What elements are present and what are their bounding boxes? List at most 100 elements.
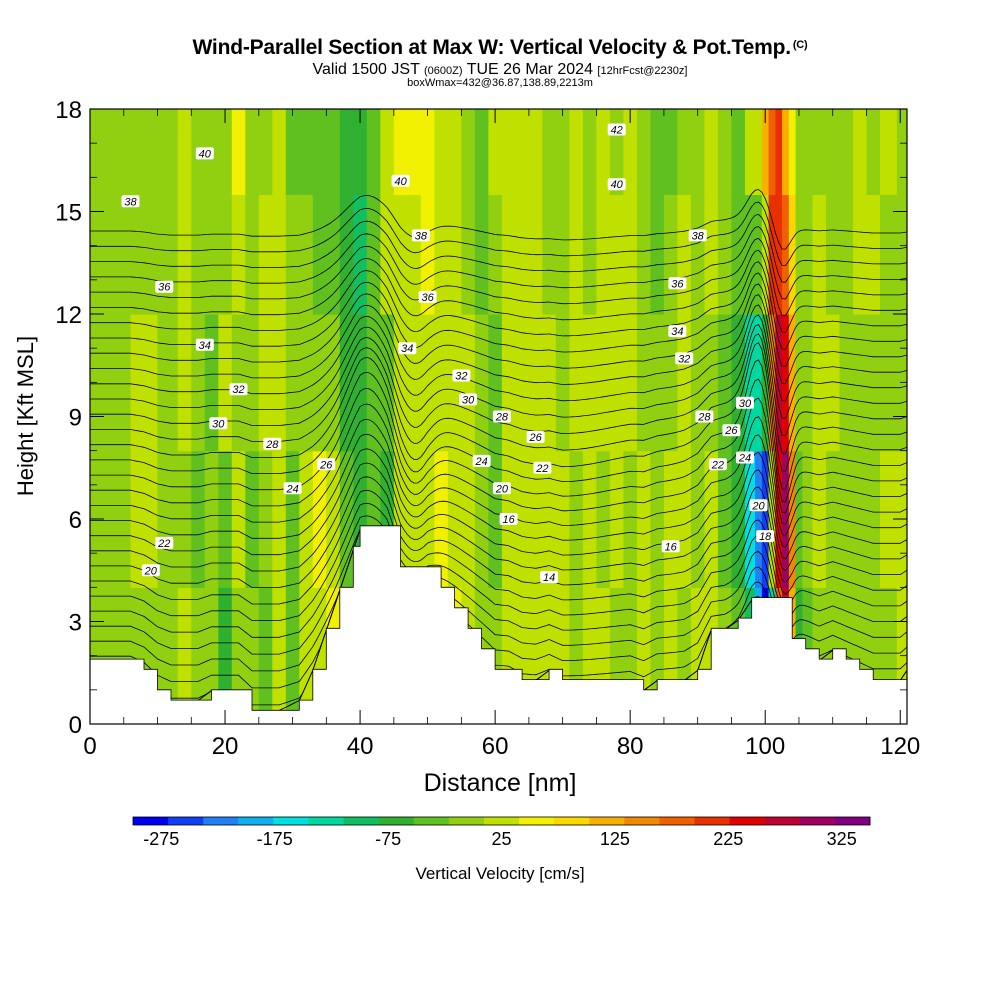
colorbar-swatch xyxy=(799,817,836,825)
velocity-cell xyxy=(569,109,584,196)
isentrope-label-text: 36 xyxy=(158,282,171,294)
velocity-cell xyxy=(542,109,557,196)
velocity-cell xyxy=(157,314,179,452)
velocity-cell xyxy=(407,450,422,588)
velocity-cell xyxy=(555,194,570,315)
velocity-cell xyxy=(636,314,652,452)
isentrope-line xyxy=(90,515,907,638)
velocity-cell xyxy=(542,450,557,588)
velocity-cell xyxy=(755,314,763,452)
colorbar: -275 -175 -75 25 125 225 325 xyxy=(132,816,871,849)
isentrope-label: 40 xyxy=(391,174,410,188)
isentrope-label-text: 38 xyxy=(692,230,705,242)
velocity-cell xyxy=(515,194,530,315)
x-tick-label: 80 xyxy=(617,733,644,760)
isentrope-label-text: 32 xyxy=(455,371,467,383)
velocity-cell xyxy=(795,450,803,588)
velocity-cell xyxy=(231,194,246,315)
isentrope-label: 16 xyxy=(499,513,518,526)
velocity-cell xyxy=(852,194,868,315)
velocity-cell xyxy=(623,314,638,452)
velocity-cell xyxy=(299,109,314,196)
colorbar-swatch xyxy=(133,817,169,825)
isentrope-label: 38 xyxy=(121,195,140,208)
isentrope-label-text: 22 xyxy=(535,463,548,475)
colorbar-swatch xyxy=(729,817,766,825)
velocity-cell xyxy=(299,450,314,588)
velocity-cell xyxy=(285,587,300,724)
utc-time: (0600Z) xyxy=(424,65,463,77)
isentrope-label: 24 xyxy=(472,454,491,468)
velocity-cell xyxy=(461,194,476,315)
velocity-cell xyxy=(677,194,692,315)
velocity-cell xyxy=(755,194,763,315)
isentrope-label-text: 28 xyxy=(265,439,279,451)
velocity-cell xyxy=(245,450,260,588)
velocity-cell xyxy=(407,194,422,315)
velocity-cell xyxy=(528,109,543,196)
isentrope-label: 38 xyxy=(688,229,707,242)
isentrope-label-text: 30 xyxy=(462,394,475,406)
isentrope-label: 30 xyxy=(209,417,228,430)
isentrope-line xyxy=(90,314,907,437)
velocity-cell xyxy=(272,587,287,724)
velocity-cell xyxy=(596,450,611,588)
isentrope-label-text: 34 xyxy=(671,326,683,338)
velocity-cell xyxy=(775,194,783,315)
colorbar-swatch xyxy=(238,817,274,825)
velocity-cell xyxy=(447,450,462,588)
isentrope-label-text: 36 xyxy=(421,292,434,304)
velocity-cell xyxy=(731,314,746,452)
velocity-cell xyxy=(258,450,273,588)
velocity-cell xyxy=(177,587,192,724)
isentrope-line xyxy=(90,333,907,472)
isentrope-label-text: 24 xyxy=(738,453,751,465)
colorbar-tick-label: 325 xyxy=(827,829,857,849)
isentrope-label: 40 xyxy=(607,178,626,191)
velocity-cell xyxy=(204,194,219,315)
forecast-info: [12hrFcst@2230z] xyxy=(597,65,688,77)
colorbar-swatch xyxy=(764,817,801,825)
colorbar-tick-label: -275 xyxy=(143,829,179,849)
velocity-cell xyxy=(434,109,449,196)
x-tick-label: 120 xyxy=(880,733,920,760)
velocity-cell xyxy=(795,314,803,452)
velocity-cell xyxy=(839,194,854,315)
velocity-cell xyxy=(650,194,665,315)
velocity-cell xyxy=(623,194,638,315)
velocity-cell xyxy=(434,450,449,588)
velocity-cell xyxy=(677,109,692,196)
velocity-cell xyxy=(623,450,638,588)
velocity-cell xyxy=(717,194,733,315)
isentrope-label: 30 xyxy=(736,396,754,410)
colorbar-swatch xyxy=(589,817,625,825)
velocity-cell xyxy=(218,109,233,196)
velocity-cell xyxy=(90,109,105,196)
isentrope-label-text: 42 xyxy=(611,125,623,137)
velocity-cell xyxy=(407,109,422,196)
isentrope-line xyxy=(90,304,907,419)
velocity-cell xyxy=(447,314,462,452)
velocity-cell xyxy=(650,314,665,452)
colorbar-tick-label: -175 xyxy=(257,829,293,849)
velocity-cell xyxy=(218,450,233,588)
velocity-cell xyxy=(775,314,783,452)
velocity-cell xyxy=(636,194,652,315)
isentrope-line xyxy=(90,213,907,283)
velocity-cell xyxy=(353,194,368,315)
velocity-cell xyxy=(447,194,462,315)
chart-subtitle: Valid 1500 JST (0600Z) TUE 26 Mar 2024 [… xyxy=(0,61,1000,79)
isentrope-label-text: 24 xyxy=(474,456,487,468)
velocity-cell xyxy=(231,314,246,452)
isentrope-labels: 14 16 16 18 20 20 20 22 22 22 24 24 24 26 26 26 28 28 28 30… xyxy=(121,123,775,584)
colorbar-tick-label: 225 xyxy=(713,829,743,849)
isentrope-label: 20 xyxy=(492,482,511,495)
velocity-cell xyxy=(285,109,300,196)
velocity-cell xyxy=(177,194,192,315)
velocity-cell xyxy=(299,314,314,452)
velocity-cell xyxy=(879,194,898,315)
velocity-cell xyxy=(569,194,584,315)
velocity-cell xyxy=(866,314,881,452)
isentrope-label-text: 38 xyxy=(124,196,137,208)
